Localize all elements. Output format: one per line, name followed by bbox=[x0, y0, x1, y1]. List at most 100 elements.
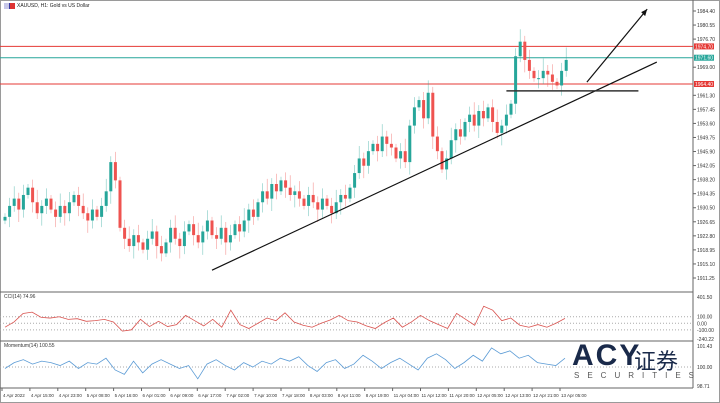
candle-body bbox=[35, 202, 39, 214]
candle-body bbox=[169, 227, 173, 243]
candle-body bbox=[477, 111, 481, 126]
momentum-tick-label: 101.43 bbox=[697, 344, 713, 350]
candle-body bbox=[541, 70, 545, 79]
x-tick-label: 7 Apr 18:00 bbox=[282, 393, 306, 398]
candle-body bbox=[495, 121, 499, 133]
candle-body bbox=[325, 198, 329, 206]
x-tick-label: 13 Apr 05:00 bbox=[561, 393, 587, 398]
candle-body bbox=[196, 235, 200, 243]
y-tick-label: 1938.20 bbox=[697, 178, 715, 184]
candle-body bbox=[67, 202, 71, 214]
y-tick-label: 1969.00 bbox=[697, 65, 715, 71]
candle-body bbox=[100, 205, 104, 217]
cci-tick-label: 401.50 bbox=[697, 295, 713, 301]
x-tick-label: 7 Apr 02:00 bbox=[226, 393, 250, 398]
x-tick-label: 12 Apr 21:00 bbox=[533, 393, 559, 398]
candle-body bbox=[408, 125, 412, 163]
candle-body bbox=[422, 100, 426, 119]
candle-body bbox=[8, 205, 12, 217]
candle-body bbox=[366, 151, 370, 166]
price-level-label: 1974.70 bbox=[695, 44, 713, 50]
cci-tick-label: -100.00 bbox=[697, 328, 714, 334]
candle-body bbox=[159, 246, 163, 254]
candle-body bbox=[109, 162, 113, 192]
candle-body bbox=[136, 235, 140, 243]
candle-body bbox=[371, 143, 375, 152]
candle-body bbox=[288, 187, 292, 195]
candle-body bbox=[454, 129, 458, 141]
candle-body bbox=[550, 74, 554, 82]
candle-body bbox=[560, 70, 564, 86]
candle-body bbox=[270, 184, 274, 199]
momentum-tick-label: 100.00 bbox=[697, 365, 713, 371]
candle-body bbox=[440, 151, 444, 170]
candle-body bbox=[155, 231, 159, 247]
candle-body bbox=[256, 202, 260, 217]
x-tick-label: 4 Apr 2022 bbox=[3, 393, 25, 398]
candle-body bbox=[504, 114, 508, 126]
x-tick-label: 8 Apr 03:00 bbox=[310, 393, 334, 398]
x-tick-label: 6 Apr 01:00 bbox=[143, 393, 167, 398]
y-tick-label: 1949.75 bbox=[697, 135, 715, 141]
candle-body bbox=[3, 216, 7, 221]
x-tick-label: 4 Apr 23:00 bbox=[59, 393, 83, 398]
candle-body bbox=[279, 180, 283, 192]
candle-body bbox=[311, 194, 315, 203]
candle-body bbox=[31, 187, 35, 203]
candle-body bbox=[261, 191, 265, 203]
y-tick-label: 1934.35 bbox=[697, 192, 715, 198]
candle-body bbox=[564, 59, 568, 71]
candle-body bbox=[150, 231, 154, 239]
price-level-badge bbox=[694, 54, 714, 61]
x-tick-label: 5 Apr 08:00 bbox=[87, 393, 111, 398]
y-tick-label: 1926.65 bbox=[697, 220, 715, 226]
candle-body bbox=[417, 100, 421, 108]
candle-body bbox=[509, 103, 513, 115]
candle-body bbox=[63, 205, 67, 214]
candle-body bbox=[173, 227, 177, 239]
candle-body bbox=[284, 180, 288, 188]
candle-body bbox=[431, 92, 435, 137]
candle-body bbox=[537, 78, 541, 80]
candle-body bbox=[182, 231, 186, 247]
candle-body bbox=[81, 205, 85, 214]
candle-body bbox=[320, 198, 324, 210]
chart-title: XAUUSD, H1: Gold vs US Dollar bbox=[4, 3, 90, 9]
candle-body bbox=[385, 136, 389, 144]
candle-body bbox=[210, 220, 214, 236]
acy-logo: ACY 证券 SECURITIES bbox=[572, 339, 694, 385]
candle-body bbox=[238, 224, 242, 232]
candle-body bbox=[123, 227, 127, 239]
candle-body bbox=[90, 209, 94, 221]
y-tick-label: 1984.40 bbox=[697, 9, 715, 15]
candle-body bbox=[518, 41, 522, 57]
candle-body bbox=[399, 151, 403, 159]
price-level-badge bbox=[694, 81, 714, 87]
y-tick-label: 1930.50 bbox=[697, 206, 715, 212]
candle-body bbox=[86, 213, 90, 221]
candle-body bbox=[445, 158, 449, 170]
price-level-label: 1964.40 bbox=[695, 82, 713, 88]
candle-body bbox=[40, 205, 44, 214]
candle-body bbox=[435, 136, 439, 152]
candle-body bbox=[12, 198, 16, 206]
candle-body bbox=[118, 180, 122, 228]
candle-body bbox=[330, 205, 334, 214]
y-tick-label: 1953.60 bbox=[697, 121, 715, 127]
trendline bbox=[211, 61, 658, 271]
x-tick-label: 5 Apr 16:00 bbox=[115, 393, 139, 398]
x-tick-label: 11 Apr 04:00 bbox=[394, 393, 420, 398]
candle-body bbox=[146, 238, 150, 250]
cci-tick-label: -240.22 bbox=[697, 337, 714, 343]
candle-body bbox=[297, 191, 301, 199]
candle-body bbox=[449, 140, 453, 159]
candle-body bbox=[178, 238, 182, 247]
candle-body bbox=[26, 187, 30, 195]
y-tick-label: 1918.95 bbox=[697, 248, 715, 254]
candle-body bbox=[95, 209, 99, 217]
y-tick-label: 1980.55 bbox=[697, 23, 715, 29]
y-tick-label: 1945.90 bbox=[697, 150, 715, 156]
candle-body bbox=[468, 114, 472, 122]
x-tick-label: 6 Apr 09:00 bbox=[170, 393, 194, 398]
